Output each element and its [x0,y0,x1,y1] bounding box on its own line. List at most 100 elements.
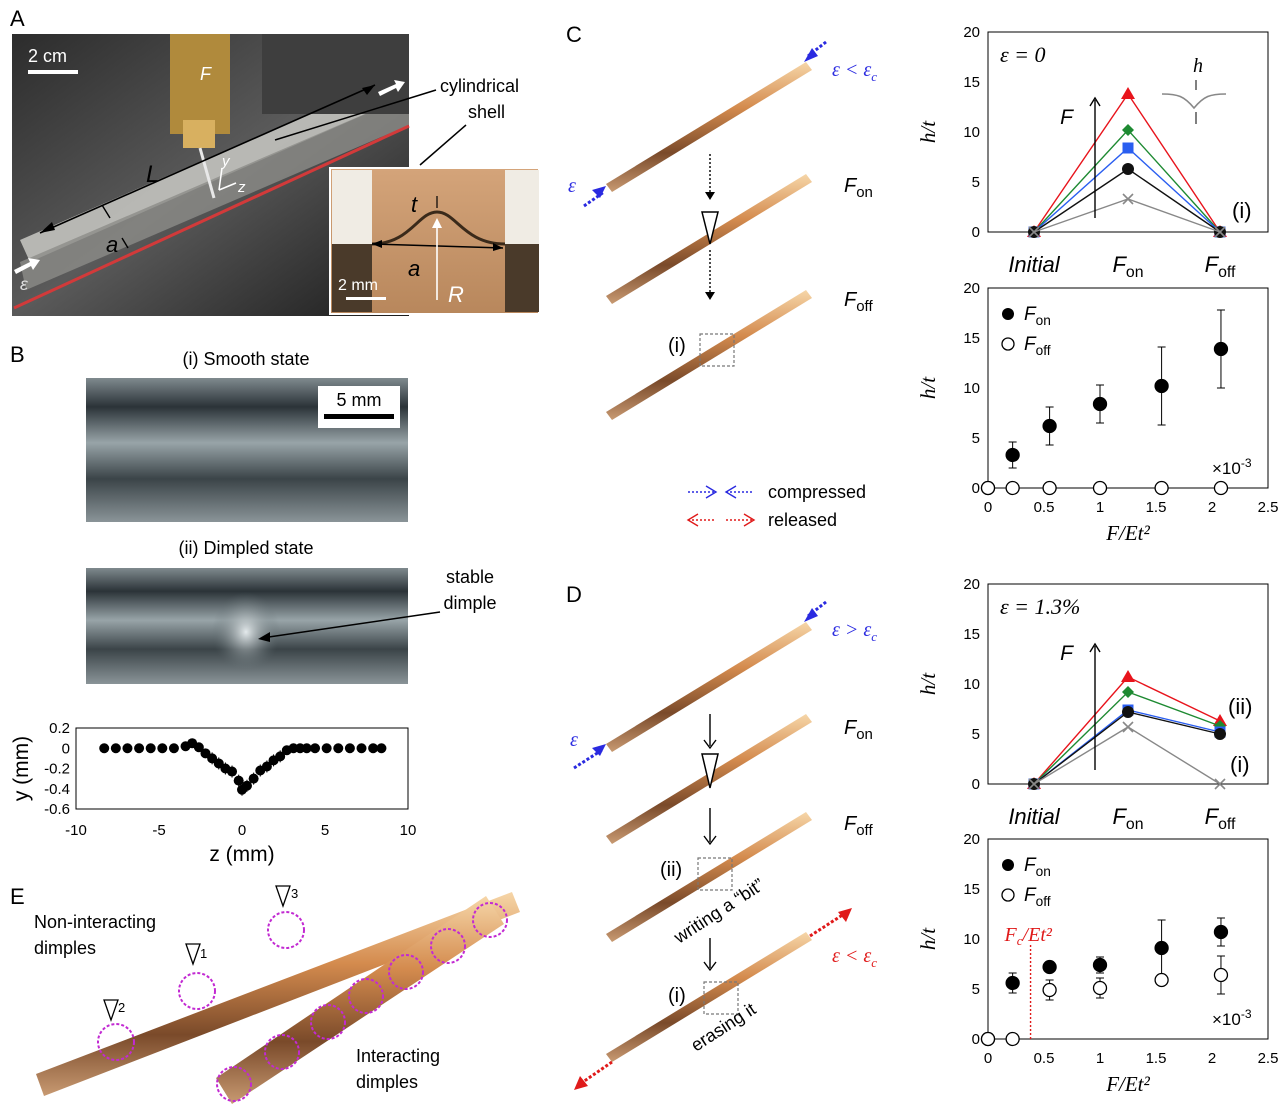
label-force-off: Foff [844,813,873,839]
label-dimple: dimple [443,593,496,613]
release-arrow [579,1060,613,1086]
legend-label: Fon [1024,304,1051,328]
data-point [980,480,996,496]
y-tick-label: 15 [963,626,980,643]
label-strain: ε [20,274,29,294]
x-tick-label: 0.5 [1034,499,1055,516]
mark-state-ii: (ii) [660,859,682,881]
data-point [1121,87,1135,99]
data-point [1122,193,1134,205]
scale-bar-label: 2 cm [28,46,67,66]
axis-y-arrow [218,167,223,191]
data-point [356,743,367,754]
panel-letter-d: D [566,582,582,607]
x-tick-label: -5 [152,822,165,839]
y-tick-label: -0.6 [44,801,70,818]
indenter-tip [183,120,215,148]
y-tick-label: 5 [972,726,980,743]
category-label: Fon [1112,252,1143,281]
step-arrow-icon [705,292,715,300]
legend-label: Foff [1024,334,1051,358]
y-tick-label: 0 [972,1031,980,1048]
dimple-ring [310,1004,346,1040]
category-label: Initial [1008,804,1060,829]
title-smooth-state: (i) Smooth state [182,349,309,369]
step-arrow-icon [703,961,717,972]
indenter-holder [170,34,230,134]
dimple-ring [348,978,384,1014]
panel-a: A F 2 cm L a y z cylindrical shell [10,6,540,316]
dimple-ring [178,972,216,1010]
inset-scale-label: 2 mm [338,277,378,294]
category-label: Initial [1008,252,1060,277]
compress-arrow-icon [592,744,606,756]
dimple-ring [267,911,305,949]
inset-label: h [1193,55,1203,77]
inset-photo: t a R 2 mm [329,167,540,315]
dimple-box [697,857,733,891]
panel-letter-b: B [10,342,25,367]
indenter-needle [198,147,216,199]
indenter-icon [701,211,719,245]
data-point [1154,480,1169,496]
y-tick-label: 20 [963,24,980,41]
label-shell: shell [468,102,505,122]
label-strain: ε [570,729,578,751]
y-tick-label: 15 [963,74,980,91]
x-axis-label: z (mm) [209,843,274,866]
panel-b: B (i) Smooth state 5 mm (ii) Dimpled sta… [10,342,497,866]
shell-body [20,78,402,262]
scale-bar [324,414,394,419]
label-strain-release: ε < εc [832,945,877,970]
force-arrow-label: F [1060,106,1074,129]
panel-letter-e: E [10,884,25,909]
x-tick-label: 0 [984,499,992,516]
data-point [1042,418,1057,434]
data-point [1214,778,1226,790]
release-arrow [809,912,845,938]
shell-rod [606,932,812,1062]
x-tick-label: 0 [238,822,246,839]
inset-label-width: a [408,256,420,281]
data-point [1028,226,1040,238]
shell-rod [606,622,812,752]
legend-arrow-icon [686,513,699,527]
series-line [1033,198,1221,233]
shell-rod [606,290,812,420]
title-dimpled-state: (ii) Dimpled state [178,538,313,558]
x-multiplier: ×10-3 [1212,456,1252,478]
y-axis-label: h/t [916,927,940,950]
data-point [368,743,379,754]
y-tick-label: 20 [963,831,980,848]
shell-rod-left [36,892,520,1096]
scale-bar [28,70,78,74]
data-point [1122,706,1134,718]
y-axis-label: y (mm) [10,736,33,801]
x-tick-label: 10 [400,822,417,839]
legend-compressed: compressed [768,482,866,502]
dimple-highlight [212,592,280,672]
label-interacting-dimples: dimples [356,1072,418,1092]
data-point [275,751,286,762]
step-arrow-icon [703,835,717,846]
data-point [1042,480,1057,496]
state-label: (i) [1230,752,1250,777]
release-arrow-icon [838,908,852,922]
y-tick-label: 0.2 [49,720,70,737]
panel-letter-c: C [566,22,582,47]
label-writing-bit: writing a “bit” [669,874,767,947]
data-point [122,743,133,754]
label-strain-condition: ε > εc [832,619,877,644]
legend-label: Fon [1024,855,1051,879]
data-point [1005,480,1020,496]
data-point [1005,1031,1020,1047]
label-force-off: Foff [844,289,873,315]
annotation: ε = 0 [1000,42,1046,67]
legend-marker [1001,888,1015,902]
compress-arrow [807,600,827,618]
data-point [1213,924,1229,940]
label-noninteracting: Non-interacting [34,912,156,932]
white-arrow-icon [378,80,405,96]
y-axis-label: h/t [916,376,940,399]
dim-arrowhead [372,240,382,248]
